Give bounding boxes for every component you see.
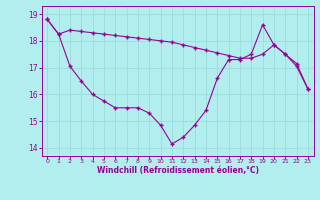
X-axis label: Windchill (Refroidissement éolien,°C): Windchill (Refroidissement éolien,°C) [97,166,259,175]
